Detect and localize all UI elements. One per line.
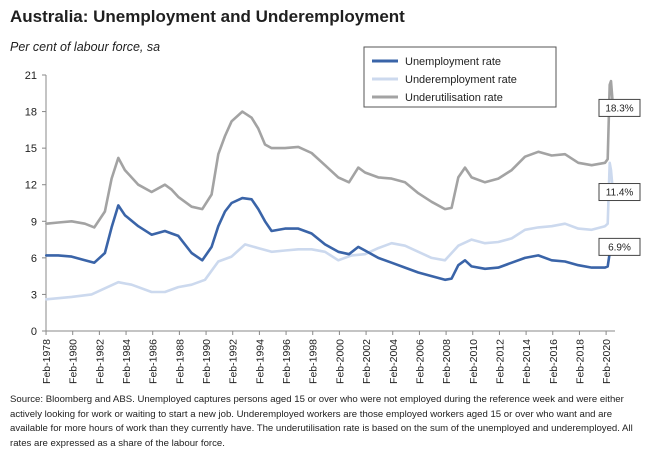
y-tick-label: 12 <box>25 180 37 192</box>
series-line-underemployment-rate <box>45 161 616 301</box>
line-chart: 0 3 6 9 12 15 18 21 Feb-1978 Feb-1980 Feb-1982 Feb-… <box>25 46 641 384</box>
y-tick-label: 3 <box>31 289 37 301</box>
x-tick-label: Feb-1996 <box>281 339 293 384</box>
x-tick-label: Feb-1992 <box>228 339 240 384</box>
y-tick-label: 9 <box>31 216 37 228</box>
x-tick-label: Feb-2020 <box>601 339 613 384</box>
y-tick-label: 0 <box>31 326 37 338</box>
series-line-underutilisation-rate <box>45 79 616 229</box>
chart-legend: Unemployment rate Underemployment rate Und… <box>363 46 557 108</box>
legend-label: Unemployment rate <box>405 56 501 68</box>
x-tick-label: Feb-1978 <box>41 339 53 384</box>
y-tick-label: 18 <box>25 107 37 119</box>
chart-title: Australia: Unemployment and Underemploym… <box>10 7 405 26</box>
x-tick-label: Feb-1994 <box>254 339 266 384</box>
x-tick-label: Feb-1990 <box>201 339 213 384</box>
x-tick-label: Feb-2014 <box>521 339 533 384</box>
x-tick-label: Feb-2016 <box>548 339 560 384</box>
value-callout-label: 11.4% <box>606 188 634 199</box>
value-callout-box <box>598 237 641 256</box>
x-tick-label: Feb-2006 <box>414 339 426 384</box>
x-tick-label: Feb-2008 <box>441 339 453 384</box>
y-tick-label: 21 <box>25 70 37 82</box>
value-callout-box <box>598 183 641 202</box>
x-tick-label: Feb-2004 <box>388 339 400 384</box>
chart-callouts: 18.3% 11.4% 6.9% <box>598 98 641 256</box>
y-tick-label: 15 <box>25 143 37 155</box>
chart-subtitle: Per cent of labour force, sa <box>10 40 161 54</box>
y-tick-label: 6 <box>31 253 37 265</box>
x-tick-label: Feb-2012 <box>494 339 506 384</box>
x-tick-label: Feb-2002 <box>361 339 373 384</box>
x-tick-label: Feb-1980 <box>68 339 80 384</box>
value-callout-box <box>598 98 641 117</box>
x-tick-label: Feb-1982 <box>94 339 106 384</box>
x-tick-label: Feb-1998 <box>308 339 320 384</box>
x-tick-label: Feb-1986 <box>148 339 160 384</box>
x-tick-label: Feb-1988 <box>174 339 186 384</box>
value-callout-label: 6.9% <box>608 242 631 253</box>
x-tick-label: Feb-2000 <box>334 339 346 384</box>
legend-label: Underutilisation rate <box>405 92 503 104</box>
chart-axes: 0 3 6 9 12 15 18 21 Feb-1978 Feb-1980 Feb-1982 Feb-… <box>25 70 615 384</box>
value-callout-label: 18.3% <box>605 103 633 114</box>
legend-label: Underemployment rate <box>405 74 517 86</box>
source-note: Source: Bloomberg and ABS. Unemployed ca… <box>10 394 633 449</box>
series-line-unemployment-rate <box>45 196 616 282</box>
x-tick-label: Feb-1984 <box>121 339 133 384</box>
chart-series <box>45 79 616 301</box>
x-tick-label: Feb-2010 <box>468 339 480 384</box>
x-tick-label: Feb-2018 <box>574 339 586 384</box>
